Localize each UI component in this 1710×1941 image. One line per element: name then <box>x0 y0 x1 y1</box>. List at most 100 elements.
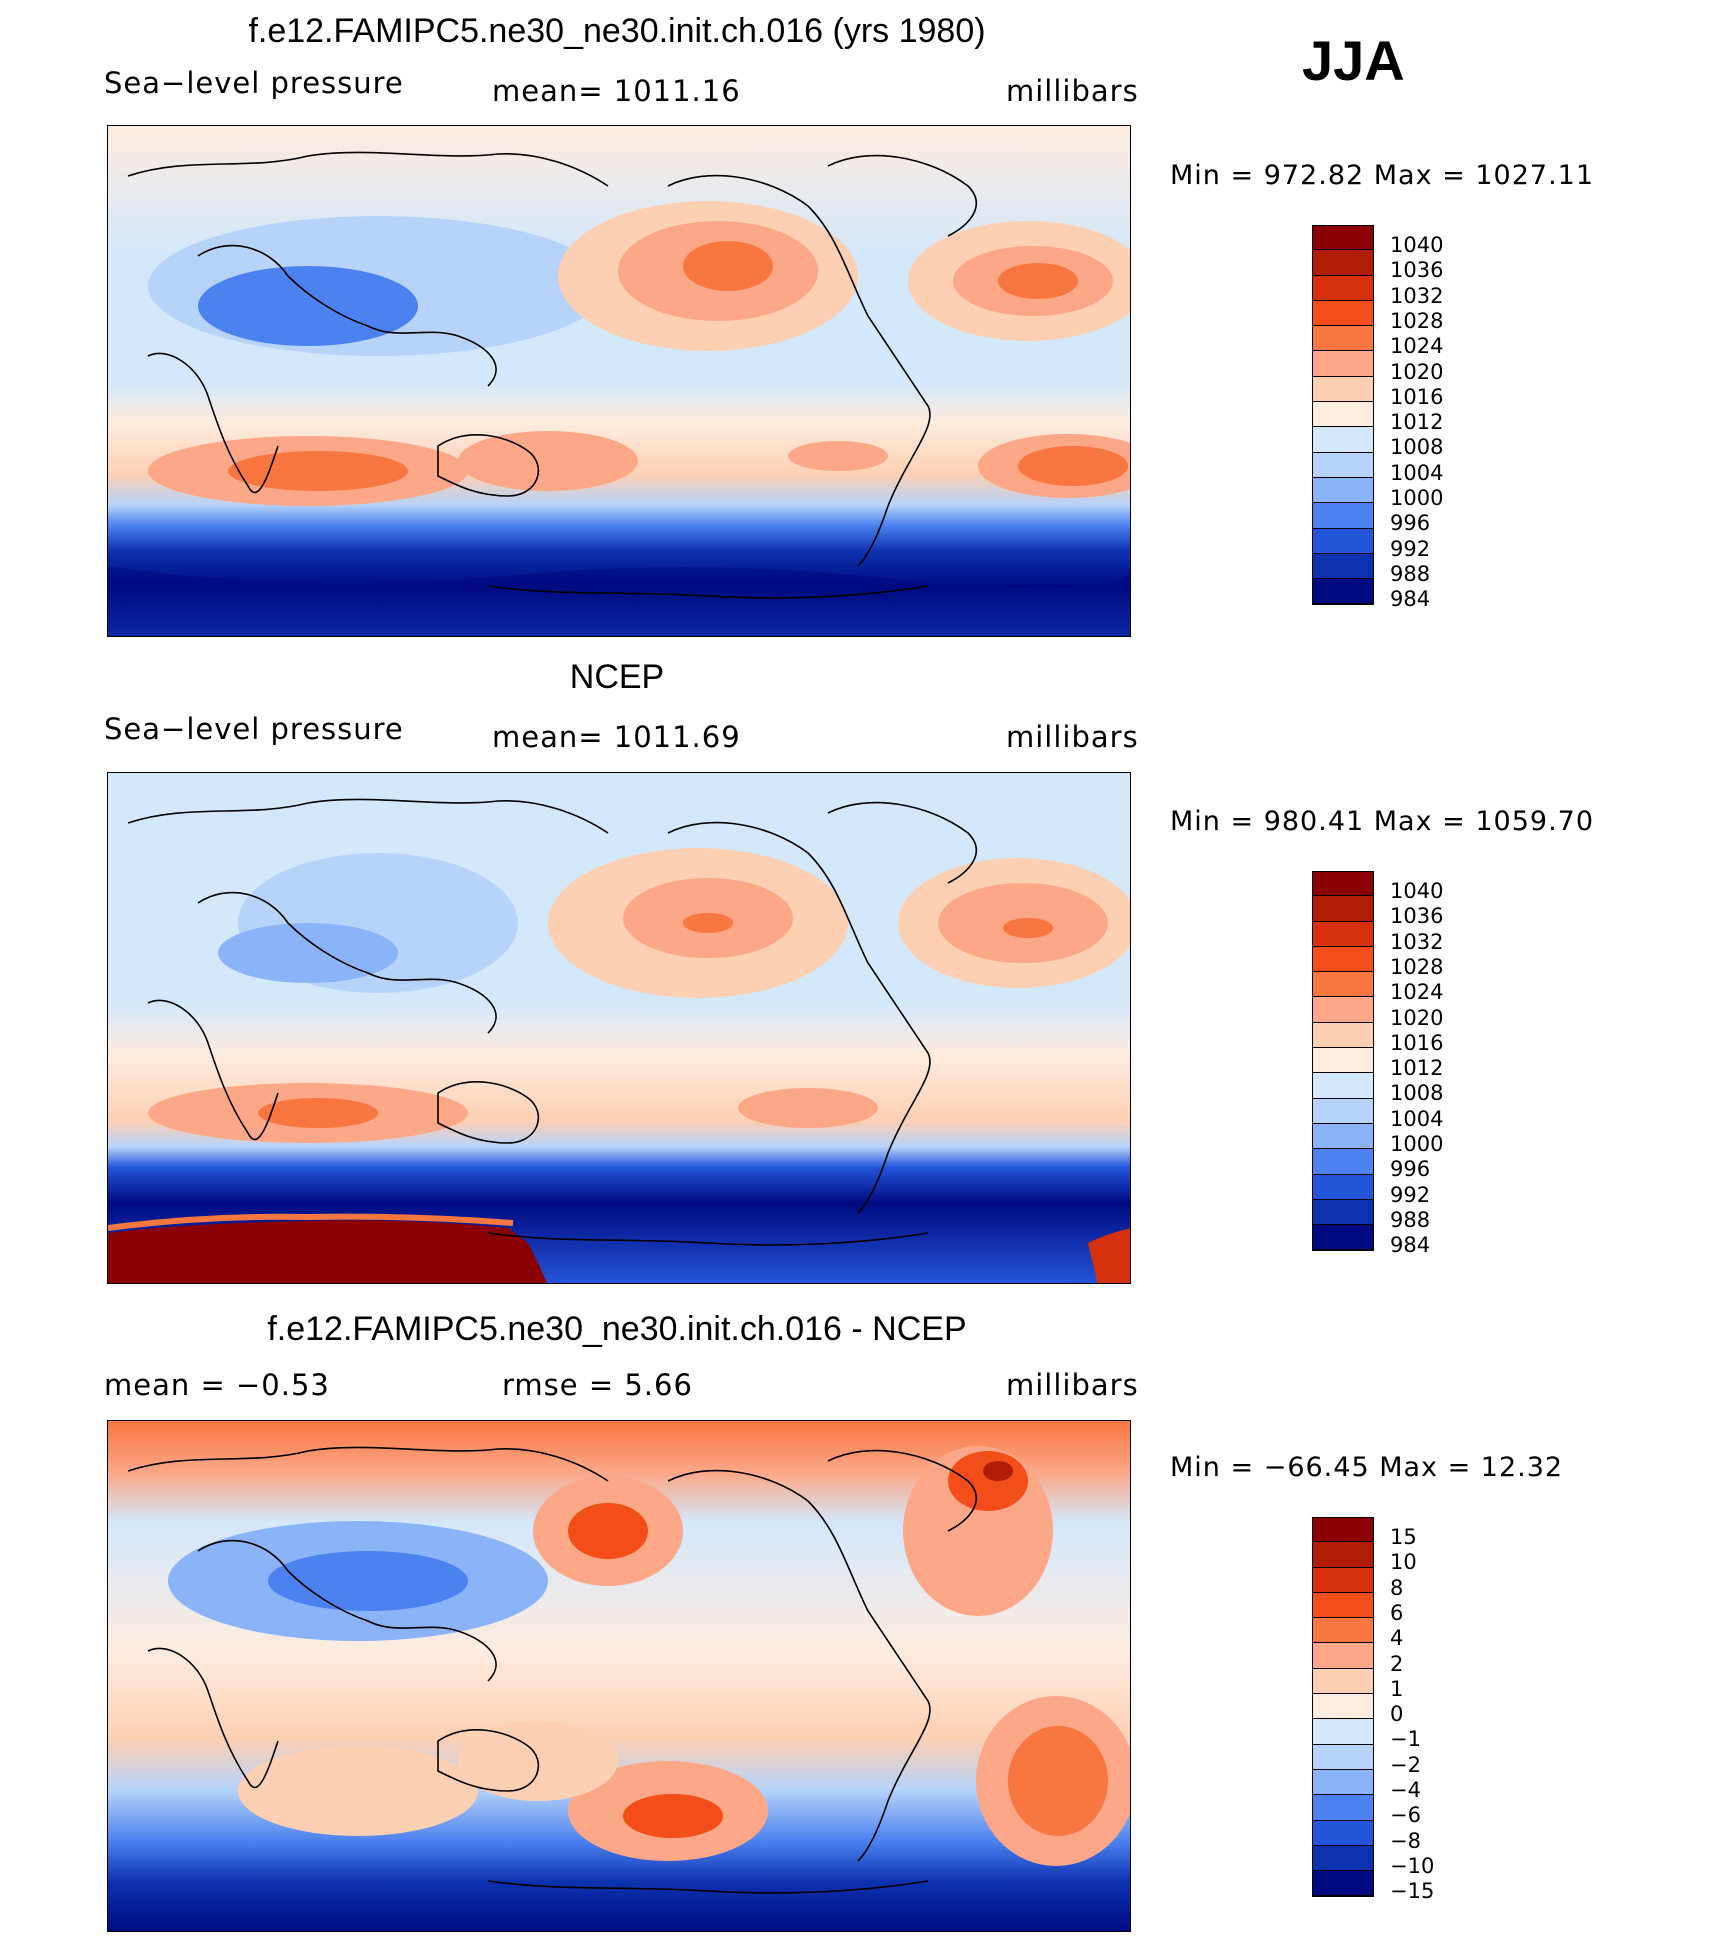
colorbar-tick-label: −8 <box>1390 1828 1421 1853</box>
colorbar-swatch <box>1312 1643 1374 1669</box>
colorbar-swatch <box>1312 1123 1374 1150</box>
colorbar-swatch <box>1312 351 1374 377</box>
panel3-units-label: millibars <box>1006 1368 1139 1402</box>
colorbar-tick-label: −2 <box>1390 1752 1421 1777</box>
colorbar-swatch <box>1312 1517 1374 1543</box>
colorbar-tick-label: −15 <box>1390 1879 1435 1904</box>
colorbar-tick-label: 1028 <box>1390 954 1444 979</box>
colorbar-tick-label: 988 <box>1390 1207 1431 1232</box>
colorbar-tick-label: 1020 <box>1390 1005 1444 1030</box>
colorbar-tick-label: 984 <box>1390 1233 1431 1258</box>
colorbar-swatch <box>1312 1199 1374 1226</box>
panel3-mean-label: mean = −0.53 <box>104 1368 330 1402</box>
panel2-title: NCEP <box>569 658 665 696</box>
colorbar-swatch <box>1312 1795 1374 1821</box>
colorbar-tick-label: 996 <box>1390 511 1431 536</box>
colorbar-tick-label: −6 <box>1390 1803 1421 1828</box>
panel3-title: f.e12.FAMIPC5.ne30_ne30.init.ch.016 - NC… <box>267 1310 967 1348</box>
colorbar-swatch <box>1312 452 1374 478</box>
colorbar-tick-label: 15 <box>1390 1525 1417 1549</box>
colorbar-tick-label: 1004 <box>1390 460 1444 485</box>
colorbar-swatch <box>1312 300 1374 327</box>
colorbar-swatch <box>1312 1694 1374 1720</box>
colorbar-tick-label: 1016 <box>1390 1030 1444 1055</box>
colorbar-tick-label: −10 <box>1390 1853 1435 1878</box>
colorbar-tick-label: 1008 <box>1390 1081 1444 1106</box>
colorbar-swatch <box>1312 1073 1374 1099</box>
panel2-map <box>107 772 1131 1284</box>
panel2-minmax: Min = 980.41 Max = 1059.70 <box>1170 806 1595 837</box>
colorbar-swatch <box>1312 1048 1374 1074</box>
colorbar-tick-label: 1036 <box>1390 258 1444 283</box>
colorbar-tick-label: 0 <box>1390 1702 1404 1727</box>
panel1-title: f.e12.FAMIPC5.ne30_ne30.init.ch.016 (yrs… <box>248 12 986 50</box>
colorbar-swatch <box>1312 1744 1374 1770</box>
colorbar-swatch <box>1312 1098 1374 1124</box>
colorbar-tick-label: 1024 <box>1390 334 1444 359</box>
panel3-map <box>107 1420 1131 1932</box>
colorbar-swatch <box>1312 275 1374 301</box>
colorbar-swatch <box>1312 1719 1374 1745</box>
colorbar-tick-label: −1 <box>1390 1727 1421 1752</box>
panel1-mean-label: mean= 1011.16 <box>492 74 741 108</box>
colorbar-tick-label: 1036 <box>1390 904 1444 929</box>
panel2-units-label: millibars <box>1006 720 1139 754</box>
panel1-variable-label: Sea−level pressure <box>104 66 404 100</box>
colorbar-swatch <box>1312 250 1374 276</box>
colorbar-swatch <box>1312 1225 1374 1251</box>
colorbar-swatch <box>1312 225 1374 251</box>
colorbar-tick-label: 1012 <box>1390 1056 1444 1081</box>
colorbar-swatch <box>1312 528 1374 554</box>
colorbar-tick-label: −4 <box>1390 1778 1421 1802</box>
colorbar-tick-label: 1020 <box>1390 359 1444 384</box>
colorbar-swatch <box>1312 402 1374 428</box>
colorbar-swatch <box>1312 1820 1374 1846</box>
colorbar-tick-label: 984 <box>1390 587 1431 612</box>
colorbar-tick-label: 992 <box>1390 536 1431 561</box>
panel2-variable-label: Sea−level pressure <box>104 712 404 746</box>
colorbar-tick-label: 1008 <box>1390 435 1444 460</box>
panel1-colorbar <box>1312 225 1374 605</box>
colorbar-tick-label: 1012 <box>1390 410 1444 435</box>
colorbar-tick-label: 992 <box>1390 1182 1431 1207</box>
colorbar-swatch <box>1312 1149 1374 1175</box>
colorbar-swatch <box>1312 553 1374 580</box>
colorbar-swatch <box>1312 921 1374 947</box>
colorbar-tick-label: 8 <box>1390 1575 1404 1600</box>
colorbar-swatch <box>1312 1618 1374 1644</box>
colorbar-tick-label: 6 <box>1390 1600 1404 1625</box>
panel3-rmse-label: rmse = 5.66 <box>502 1368 693 1402</box>
colorbar-tick-label: 988 <box>1390 561 1431 586</box>
colorbar-swatch <box>1312 997 1374 1023</box>
colorbar-swatch <box>1312 1871 1374 1897</box>
season-label: JJA <box>1302 29 1405 92</box>
colorbar-tick-label: 1032 <box>1390 929 1444 954</box>
panel2-map-field <box>108 773 1130 1283</box>
colorbar-swatch <box>1312 871 1374 897</box>
colorbar-swatch <box>1312 1567 1374 1593</box>
colorbar-tick-label: 996 <box>1390 1157 1431 1182</box>
colorbar-tick-label: 1040 <box>1390 233 1444 257</box>
colorbar-swatch <box>1312 946 1374 973</box>
colorbar-swatch <box>1312 1174 1374 1200</box>
colorbar-swatch <box>1312 1845 1374 1872</box>
panel1-units-label: millibars <box>1006 74 1139 108</box>
panel1-map <box>107 125 1131 637</box>
colorbar-swatch <box>1312 1668 1374 1695</box>
colorbar-tick-label: 10 <box>1390 1550 1417 1575</box>
panel3-colorbar <box>1312 1517 1374 1897</box>
colorbar-tick-label: 1040 <box>1390 879 1444 903</box>
colorbar-swatch <box>1312 326 1374 352</box>
colorbar-swatch <box>1312 477 1374 504</box>
colorbar-tick-label: 1004 <box>1390 1106 1444 1131</box>
colorbar-swatch <box>1312 1769 1374 1796</box>
colorbar-swatch <box>1312 1022 1374 1049</box>
colorbar-tick-label: 1028 <box>1390 308 1444 333</box>
colorbar-swatch <box>1312 1592 1374 1619</box>
panel3-minmax: Min = −66.45 Max = 12.32 <box>1170 1452 1564 1483</box>
panel2-colorbar <box>1312 871 1374 1251</box>
colorbar-swatch <box>1312 972 1374 998</box>
colorbar-swatch <box>1312 1542 1374 1568</box>
colorbar-tick-label: 2 <box>1390 1651 1404 1676</box>
colorbar-tick-label: 1024 <box>1390 980 1444 1005</box>
